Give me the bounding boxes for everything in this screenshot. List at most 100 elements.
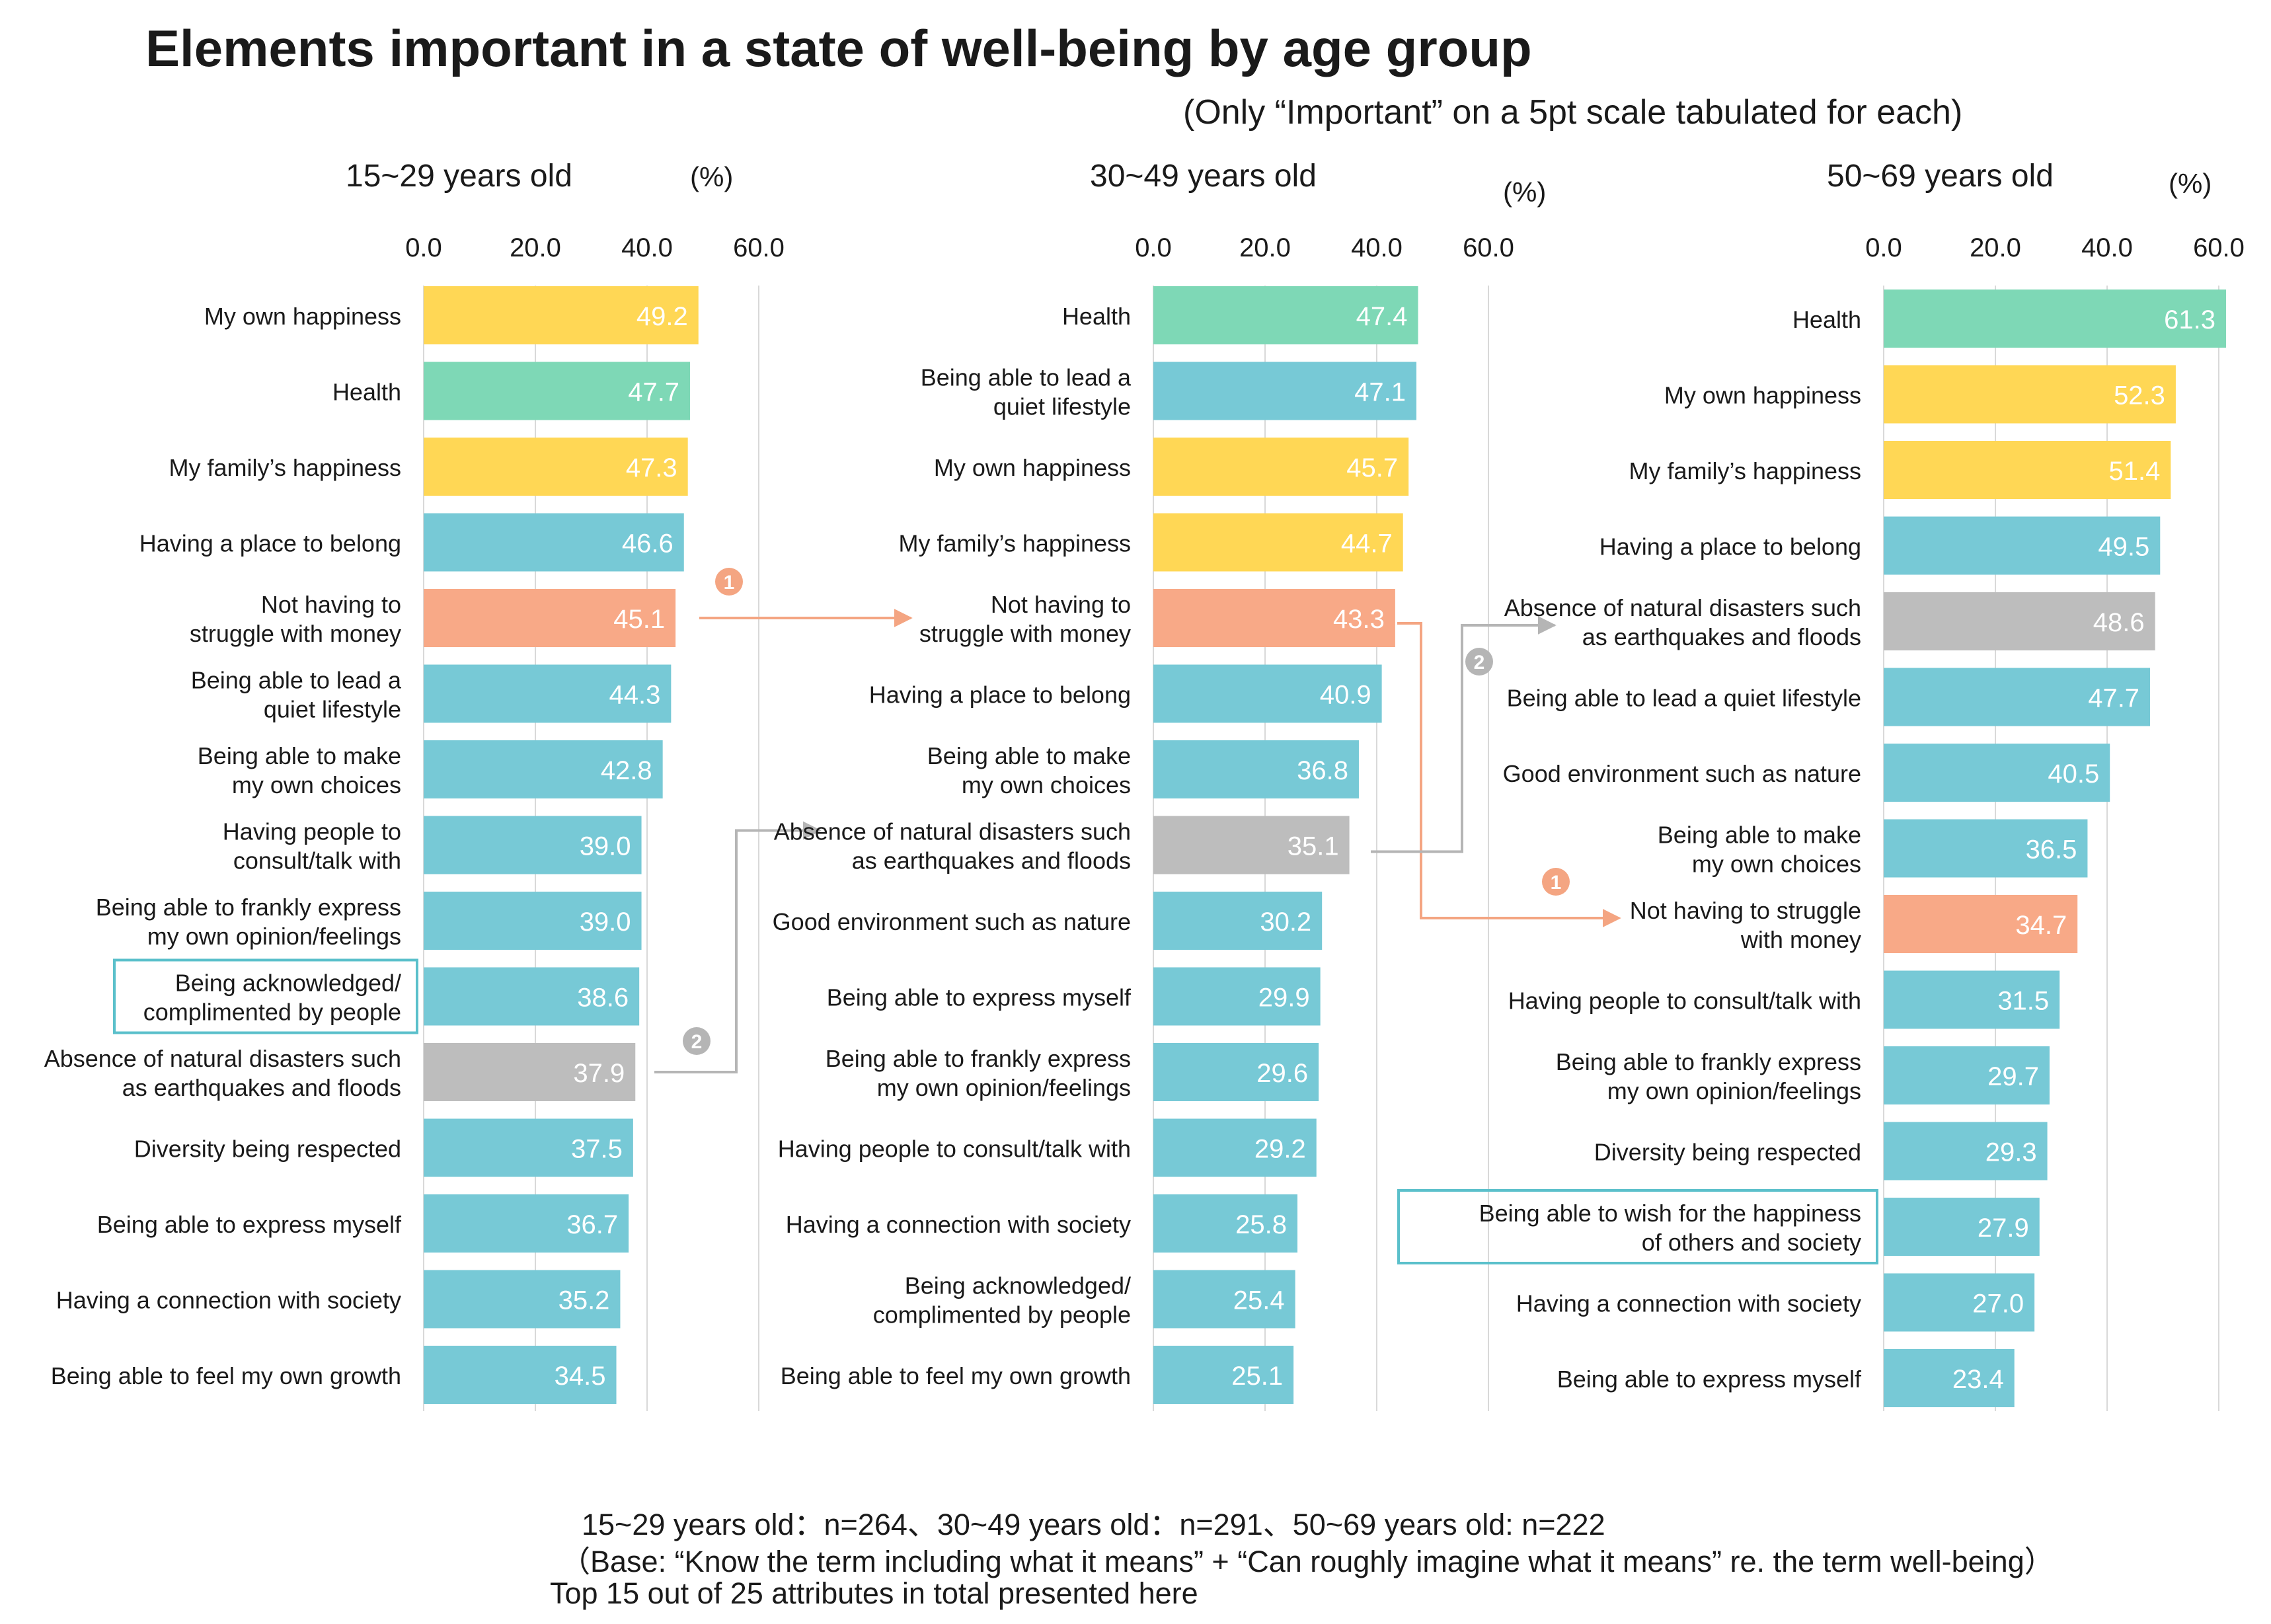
bar-value-label: 34.5 <box>555 1362 606 1391</box>
bar-value-label: 29.7 <box>1987 1062 2039 1091</box>
category-label: Having a place to belong <box>869 681 1131 709</box>
bar <box>1884 819 2088 878</box>
bar <box>1884 1273 2035 1332</box>
bar <box>424 1194 629 1253</box>
annotation-marker-label: 1 <box>724 572 735 594</box>
annotation-marker <box>1542 868 1570 896</box>
panel-title: 30~49 years old <box>1090 159 1317 194</box>
x-tick-label: 60.0 <box>1463 233 1514 262</box>
connector-arrow-money-2 <box>1397 622 1621 927</box>
category-label: Absence of natural disasters such as eart… <box>774 818 1131 874</box>
bar-value-label: 36.7 <box>566 1210 618 1239</box>
bar-value-label: 29.3 <box>1985 1138 2037 1167</box>
bar <box>424 1043 636 1101</box>
category-label: Good environment such as nature <box>1503 760 1861 787</box>
bar-value-label: 23.4 <box>1952 1365 2004 1394</box>
annotation-marker <box>715 568 743 596</box>
bar-value-label: 47.7 <box>2088 684 2139 713</box>
category-label: My own happiness <box>934 454 1131 481</box>
bar-value-label: 42.8 <box>601 756 652 785</box>
annotation-marker-label: 1 <box>1551 872 1562 894</box>
x-tick-label: 0.0 <box>405 233 442 262</box>
category-label: Having a connection with society <box>1516 1290 1861 1317</box>
annotation-marker <box>683 1027 711 1055</box>
bar <box>1153 740 1359 798</box>
chart-subtitle: (Only “Important” on a 5pt scale tabulat… <box>1183 93 1963 132</box>
category-label: Being able to lead a quiet lifestyle <box>191 667 402 723</box>
bar-value-label: 35.2 <box>558 1286 610 1315</box>
bar <box>424 589 676 647</box>
bar-value-label: 40.9 <box>1320 681 1371 710</box>
bar <box>424 438 688 496</box>
bar <box>1153 1118 1317 1177</box>
category-label: Having a place to belong <box>1599 533 1861 561</box>
bar-value-label: 46.6 <box>622 529 674 559</box>
x-tick-label: 40.0 <box>1351 233 1403 262</box>
bar-value-label: 52.3 <box>2114 381 2165 410</box>
connector-arrow-disasters-2 <box>1371 616 1557 853</box>
bar <box>1153 664 1382 723</box>
bar <box>1153 362 1416 420</box>
bar <box>1153 513 1403 572</box>
category-label: Having people to consult/talk with <box>223 818 401 874</box>
bar <box>1153 816 1350 874</box>
category-label: Having people to consult/talk with <box>778 1136 1131 1163</box>
bar-value-label: 61.3 <box>2164 305 2215 334</box>
category-label: Being acknowledged/complimented by peopl… <box>873 1272 1131 1329</box>
category-label: Being able to feel my own growth <box>781 1362 1131 1389</box>
category-label: Being able to make my own choices <box>927 742 1131 798</box>
bar-value-label: 49.5 <box>2098 533 2149 562</box>
chart-title: Elements important in a state of well-be… <box>145 19 1532 77</box>
bar <box>1153 1346 1294 1404</box>
bar <box>424 664 672 723</box>
bar-value-label: 40.5 <box>2048 759 2099 789</box>
category-label: Good environment such as nature <box>773 908 1131 935</box>
category-label: Being able to express myself <box>1557 1366 1862 1393</box>
category-label: Being able to frankly express my own opin… <box>1556 1048 1861 1104</box>
panel-unit-label: (%) <box>690 161 733 192</box>
bar <box>1884 1198 2040 1256</box>
bar-value-label: 47.7 <box>628 378 679 407</box>
bar <box>1153 589 1395 647</box>
bar-value-label: 45.7 <box>1346 453 1398 483</box>
bar-value-label: 47.4 <box>1356 302 1408 331</box>
bar-value-label: 44.7 <box>1341 529 1393 559</box>
x-tick-label: 40.0 <box>2081 233 2133 262</box>
category-label: My family’s happiness <box>1629 457 1861 484</box>
bar <box>424 1270 621 1329</box>
category-label: Being acknowledged/complimented by peopl… <box>143 970 401 1026</box>
bar-value-label: 47.1 <box>1354 378 1406 407</box>
category-label: Having a connection with society <box>786 1211 1131 1238</box>
category-label: Being able to express myself <box>97 1211 402 1238</box>
panel-title: 50~69 years old <box>1827 159 2054 194</box>
bar-value-label: 25.8 <box>1235 1210 1287 1239</box>
bar-value-label: 35.1 <box>1288 832 1339 861</box>
category-label: Having a connection with society <box>56 1287 401 1314</box>
category-label: Health <box>1062 303 1131 330</box>
panel-unit-label: (%) <box>2169 168 2212 199</box>
x-tick-label: 40.0 <box>621 233 673 262</box>
category-label: Health <box>1792 306 1861 333</box>
bar-value-label: 29.2 <box>1254 1135 1306 1164</box>
panel-unit-label: (%) <box>1503 176 1546 208</box>
bar <box>424 892 642 950</box>
bar-value-label: 47.3 <box>626 453 677 483</box>
category-label: Not having to struggle with money <box>1630 897 1861 953</box>
footnote-base: （Base: “Know the term including what it … <box>560 1545 2054 1578</box>
bar <box>1153 286 1418 344</box>
bar-value-label: 31.5 <box>1997 987 2049 1016</box>
category-label: Not having to struggle with money <box>919 591 1131 647</box>
bar-value-label: 39.0 <box>580 908 631 937</box>
bar-value-label: 43.3 <box>1333 605 1385 634</box>
bar <box>1884 744 2110 802</box>
category-label: Being able to make my own choices <box>198 742 401 798</box>
bar <box>1884 441 2171 499</box>
bar-value-label: 36.5 <box>2026 835 2077 865</box>
bar <box>1884 1349 2015 1407</box>
bar-value-label: 29.6 <box>1256 1059 1308 1088</box>
annotation-marker-label: 2 <box>1474 652 1485 674</box>
bar <box>424 740 663 798</box>
bar <box>1153 1270 1295 1329</box>
category-label: Being able to lead a quiet lifestyle <box>921 364 1132 420</box>
